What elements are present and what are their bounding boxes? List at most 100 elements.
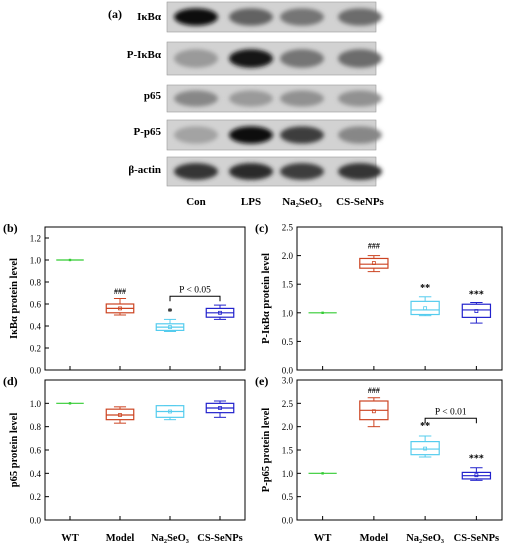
blot-band <box>280 90 324 107</box>
significance-bracket <box>424 417 477 424</box>
box-body <box>410 300 440 316</box>
box-CS-SeNPs <box>205 304 235 320</box>
y-tick-label: 0.6 <box>30 300 42 310</box>
y-tick-label: 2.5 <box>282 399 294 409</box>
y-tick-label: 0.6 <box>30 446 42 456</box>
panel-label: (c) <box>255 221 268 235</box>
blot-band <box>280 49 324 68</box>
blot-band <box>174 90 218 107</box>
blot-row-label: β-actin <box>128 164 161 176</box>
blot-band <box>229 90 273 107</box>
blot-band <box>174 163 218 180</box>
blot-lane-label: CS-SeNPs <box>336 196 384 208</box>
box-Model <box>105 406 135 424</box>
blot-lane-label: Na₂SeO₃ <box>282 196 322 208</box>
box-CS-SeNPs <box>461 302 492 324</box>
box-plot-panels: (b) 0.0 0.2 0.4 0.6 0.8 1.0 1.2 IκBα protein lev… <box>3 221 503 544</box>
plot-frame <box>296 379 503 521</box>
box-mean-marker <box>118 306 122 311</box>
significance-marker: * <box>168 307 173 318</box>
significance-marker: ### <box>114 287 126 296</box>
box-body <box>359 257 389 269</box>
y-tick-label: 0.0 <box>30 516 42 526</box>
panel-label: (d) <box>3 374 18 388</box>
y-tick-label: 1.5 <box>282 280 294 290</box>
y-tick-label: 0.5 <box>282 337 294 347</box>
box-Model <box>359 397 389 428</box>
blot-band <box>338 8 382 26</box>
x-tick-label: Model <box>106 533 135 544</box>
significance-marker: ### <box>368 386 380 395</box>
y-tick-label: 1.0 <box>282 469 294 479</box>
bracket-label: P < 0.01 <box>435 407 467 417</box>
box-WT <box>56 258 84 262</box>
box-mean-marker <box>321 311 324 314</box>
blot-band <box>229 49 273 68</box>
box-Na₂SeO₃ <box>155 405 185 421</box>
y-tick-label: 1.5 <box>282 446 294 456</box>
box-mean-marker <box>371 409 376 414</box>
bracket-label: P < 0.05 <box>179 285 211 295</box>
box-mean-marker <box>474 473 479 478</box>
box-WT <box>308 311 337 314</box>
y-tick-label: 0.8 <box>30 278 42 288</box>
x-tick-label: CS-SeNPs <box>454 533 500 544</box>
significance-marker: *** <box>469 289 484 300</box>
box-mean-marker <box>118 413 122 417</box>
chart-panel-d: (d) 0.0 0.2 0.4 0.6 0.8 1.0 p65 protein level WT… <box>3 374 246 544</box>
box-Model <box>105 298 135 316</box>
box-mean-marker <box>218 406 222 410</box>
blot-band <box>174 8 218 26</box>
chart-panel-c: (c) 0.0 0.5 1.0 1.5 2.0 2.5 P-IκBα protein leve… <box>255 221 503 376</box>
y-tick-label: 2.0 <box>282 251 294 261</box>
blot-row-label: P-IκBα <box>127 49 162 61</box>
chart-panel-e: (e) 0.0 0.5 1.0 1.5 2.0 2.5 3.0 P-p65 protein le… <box>255 374 503 544</box>
blot-band <box>338 90 382 107</box>
box-mean-marker <box>371 261 376 265</box>
box-mean-marker <box>423 446 428 451</box>
blot-band <box>280 8 324 26</box>
blot-band <box>229 163 273 180</box>
blot-row-label: P-p65 <box>134 126 162 138</box>
blot-band <box>338 126 382 144</box>
y-tick-label: 0.8 <box>30 422 42 432</box>
x-tick-label: Na₂SeO₃ <box>151 533 189 544</box>
significance-marker: ** <box>420 283 430 294</box>
significance-marker: ** <box>420 421 430 432</box>
western-blot-panel: (a) IκBα P-IκBα p65 P-p65 β-actin Con LP… <box>108 1 385 208</box>
y-tick-label: 0.0 <box>30 366 42 376</box>
plot-frame <box>44 226 246 371</box>
y-tick-label: 2.5 <box>282 223 294 233</box>
plot-frame <box>296 226 503 371</box>
y-tick-label: 0.4 <box>30 469 42 479</box>
x-tick-label: WT <box>61 533 79 544</box>
x-tick-label: CS-SeNPs <box>197 533 243 544</box>
box-CS-SeNPs <box>205 400 235 418</box>
box-Na₂SeO₃ <box>410 296 440 317</box>
y-tick-label: 0.0 <box>282 366 294 376</box>
box-Na₂SeO₃ <box>410 435 440 458</box>
y-tick-label: 3.0 <box>282 376 294 386</box>
blot-band <box>338 49 382 68</box>
y-tick-label: 0.5 <box>282 492 294 502</box>
box-mean-marker <box>168 325 172 330</box>
y-tick-label: 1.0 <box>282 308 294 318</box>
x-tick-label: WT <box>314 533 332 544</box>
box-mean-marker <box>474 309 479 313</box>
blot-band <box>229 8 273 26</box>
y-tick-label: 1.0 <box>30 399 42 409</box>
blot-panel-label: (a) <box>108 7 122 21</box>
x-tick-label: Na₂SeO₃ <box>406 533 444 544</box>
box-mean-marker <box>68 258 72 262</box>
blot-band <box>174 49 218 68</box>
y-tick-label: 1.2 <box>30 234 41 244</box>
box-mean-marker <box>423 306 428 311</box>
y-tick-label: 2.0 <box>282 422 294 432</box>
y-axis-label: P-p65 protein level <box>261 408 272 492</box>
y-axis-label: p65 protein level <box>9 413 20 488</box>
blot-band <box>174 126 218 144</box>
panel-label: (b) <box>3 221 18 235</box>
blot-band <box>229 126 273 144</box>
y-tick-label: 1.0 <box>30 256 42 266</box>
